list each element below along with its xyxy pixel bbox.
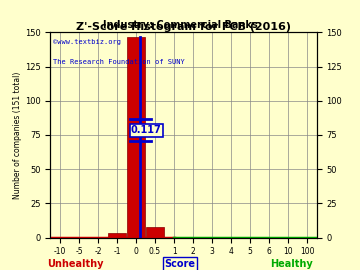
Text: Score: Score (165, 259, 195, 269)
Text: The Research Foundation of SUNY: The Research Foundation of SUNY (53, 59, 185, 65)
Text: Industry: Commercial Banks: Industry: Commercial Banks (103, 20, 257, 30)
Bar (147, 227, 163, 238)
Bar (127, 36, 145, 238)
Text: ©www.textbiz.org: ©www.textbiz.org (53, 39, 121, 45)
Bar (108, 234, 126, 238)
Title: Z'-Score Histogram for FCB (2016): Z'-Score Histogram for FCB (2016) (76, 22, 291, 32)
Text: Healthy: Healthy (270, 259, 313, 269)
Text: 0.117: 0.117 (131, 125, 162, 135)
Text: Unhealthy: Unhealthy (47, 259, 103, 269)
Y-axis label: Number of companies (151 total): Number of companies (151 total) (13, 71, 22, 199)
